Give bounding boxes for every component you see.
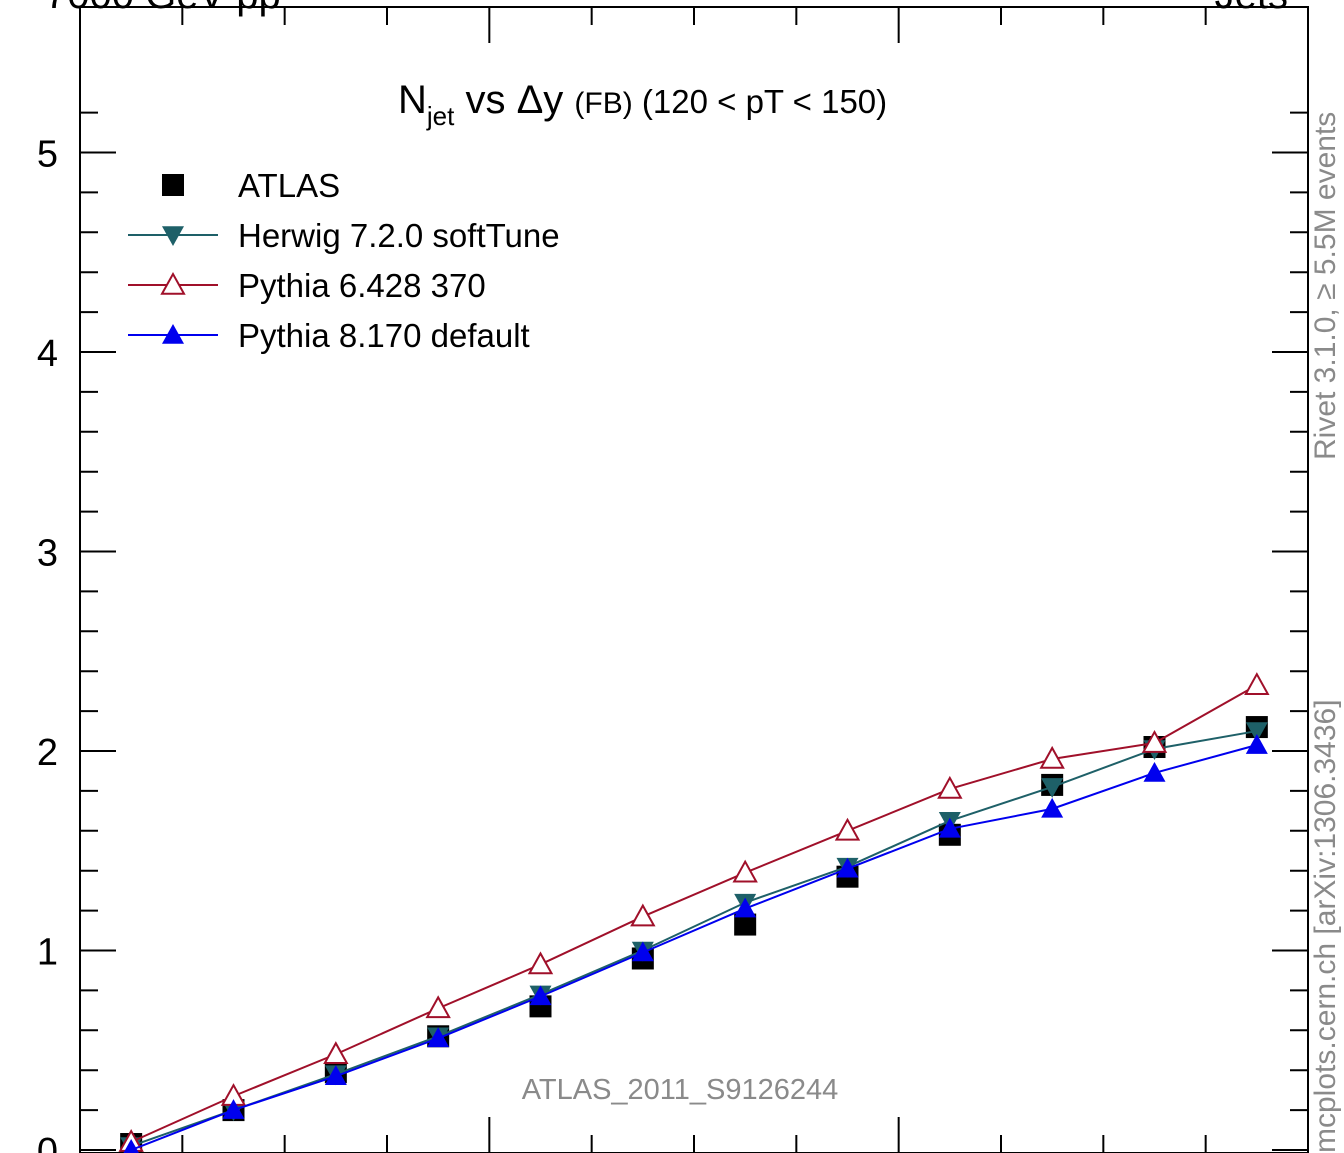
data-point xyxy=(734,913,757,936)
title-main: N xyxy=(398,78,427,122)
data-point xyxy=(732,859,758,883)
title-range: (120 < pT < 150) xyxy=(633,83,887,120)
data-point xyxy=(938,817,961,838)
y-tick-label: 2 xyxy=(37,732,58,774)
series-layer xyxy=(118,672,1270,1153)
data-point xyxy=(1245,722,1268,743)
chart-title: Njet vs Δy (FB) (120 < pT < 150) xyxy=(398,78,887,131)
data-point xyxy=(529,985,552,1006)
y-tick-label: 5 xyxy=(37,134,58,176)
rivet-version-label: Rivet 3.1.0, ≥ 5.5M events xyxy=(1309,112,1342,460)
y-axis-ticks xyxy=(80,111,1308,1151)
data-point xyxy=(222,1099,245,1119)
legend-marker xyxy=(162,174,184,196)
data-point xyxy=(324,1065,347,1085)
legend-entry: Herwig 7.2.0 softTune xyxy=(128,217,560,254)
series-line xyxy=(130,744,1258,1151)
data-point xyxy=(631,941,654,962)
data-point xyxy=(1141,729,1168,753)
data-point xyxy=(1244,672,1270,695)
header-energy-label: 7000 GeV pp xyxy=(45,0,281,17)
data-point xyxy=(1143,761,1166,782)
data-point xyxy=(834,817,861,841)
y-axis-tick-labels: 0 1 2 3 4 5 xyxy=(37,134,58,1153)
title-small: (FB) xyxy=(574,87,632,120)
data-point xyxy=(123,1139,139,1153)
legend-entry: Pythia 8.170 default xyxy=(128,317,530,354)
legend-label: Pythia 8.170 default xyxy=(238,317,530,354)
title-subscript: jet xyxy=(426,101,455,131)
legend-entry: Pythia 6.428 370 xyxy=(128,267,486,304)
data-point xyxy=(734,897,757,918)
data-point xyxy=(527,951,554,975)
x-axis-ticks xyxy=(79,7,1309,1153)
legend-label: ATLAS xyxy=(238,167,340,204)
y-tick-label: 3 xyxy=(37,533,58,575)
title-middle: vs Δy xyxy=(454,78,574,122)
data-point xyxy=(1041,797,1064,818)
mcplots-credit-label: mcplots.cern.ch [arXiv:1306.3436] xyxy=(1309,699,1342,1153)
data-point xyxy=(937,775,963,799)
data-point xyxy=(836,857,859,878)
data-point xyxy=(323,1041,349,1065)
legend-marker xyxy=(162,324,184,344)
legend-entry: ATLAS xyxy=(162,167,340,204)
series-line xyxy=(130,730,1258,1147)
header-process-label: Jets xyxy=(1215,0,1288,17)
legend-label: Pythia 6.428 370 xyxy=(238,267,486,304)
data-point xyxy=(427,1027,450,1048)
y-tick-label: 0 xyxy=(37,1131,58,1153)
series-pythia-6-428-370 xyxy=(118,672,1270,1152)
legend: ATLAS Herwig 7.2.0 softTune Pythia 6.428 3… xyxy=(128,167,560,354)
y-tick-label: 1 xyxy=(37,932,58,974)
data-point xyxy=(1041,778,1064,798)
analysis-watermark: ATLAS_2011_S9126244 xyxy=(522,1074,839,1106)
data-point xyxy=(425,995,451,1019)
data-point xyxy=(1245,734,1268,754)
legend-marker xyxy=(160,271,186,295)
legend-marker xyxy=(162,226,184,246)
data-point xyxy=(1039,745,1065,769)
series-pythia-8-170-default xyxy=(123,734,1268,1153)
y-tick-label: 4 xyxy=(37,333,58,375)
data-point xyxy=(630,903,656,927)
series-line xyxy=(130,684,1258,1143)
legend-label: Herwig 7.2.0 softTune xyxy=(238,217,560,254)
